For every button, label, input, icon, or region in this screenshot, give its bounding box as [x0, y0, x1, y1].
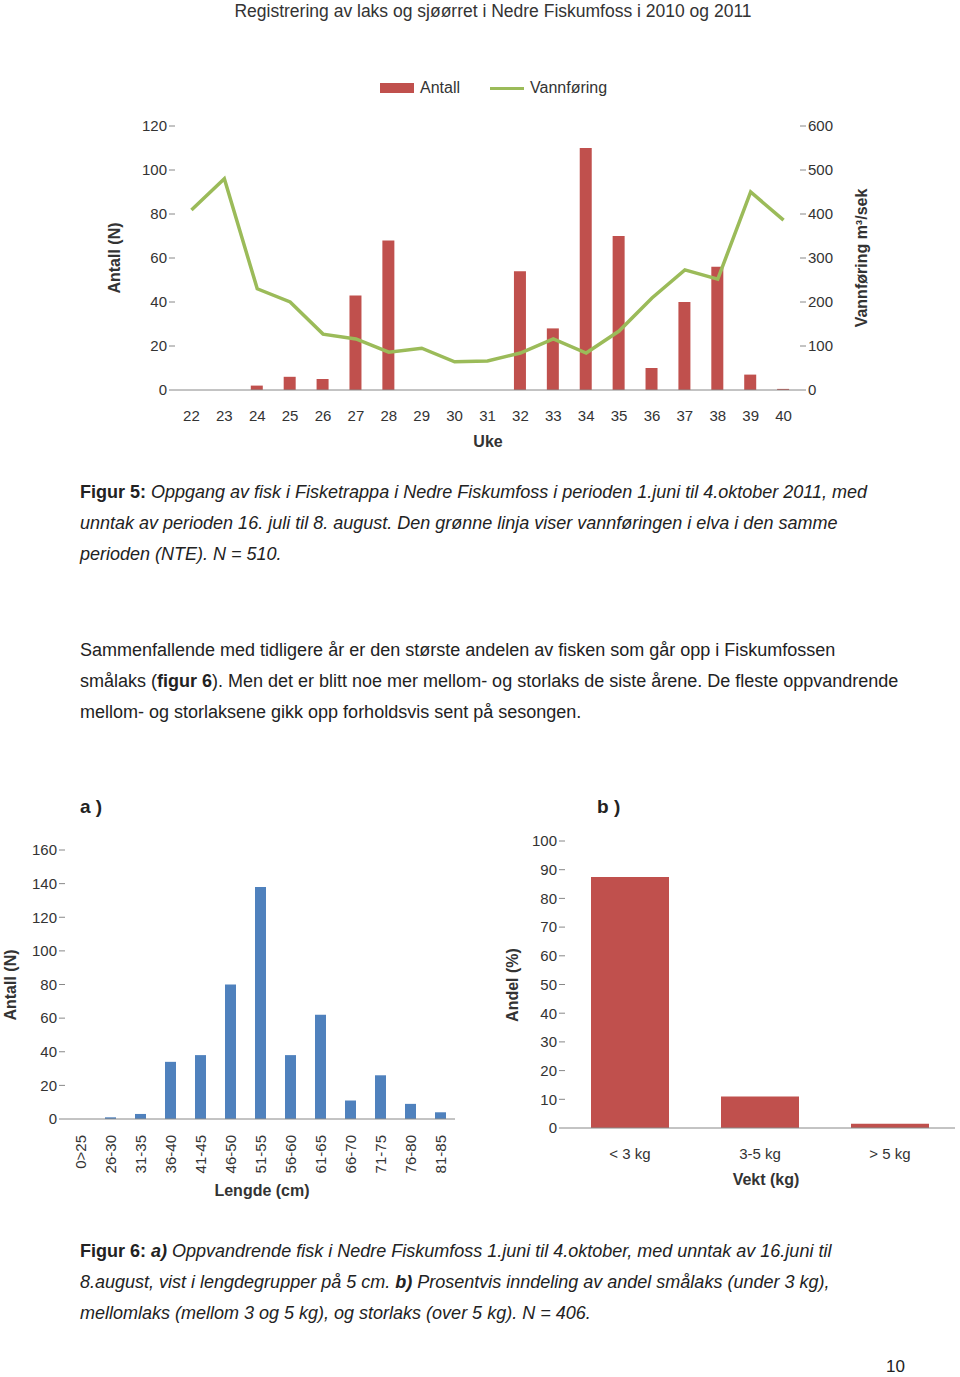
svg-text:56-60: 56-60 [282, 1135, 299, 1173]
svg-text:40: 40 [150, 293, 167, 310]
svg-text:30: 30 [446, 407, 463, 424]
svg-text:20: 20 [40, 1077, 57, 1094]
svg-text:10: 10 [540, 1091, 557, 1108]
svg-text:90: 90 [540, 861, 557, 878]
svg-text:0: 0 [808, 381, 816, 398]
html-text:Andel (%): Andel (%) [504, 948, 521, 1022]
svg-text:500: 500 [808, 161, 833, 178]
svg-text:26: 26 [315, 407, 332, 424]
svg-text:37: 37 [677, 407, 694, 424]
html-text:Figur 6: a) Oppvandrende fisk: Figur 6: a) Oppvandrende fisk i Nedre Fi… [80, 1241, 832, 1323]
svg-text:300: 300 [808, 249, 833, 266]
svg-text:60: 60 [540, 947, 557, 964]
html-text:Uke: Uke [473, 433, 503, 450]
html-text:Vannføring m³/sek: Vannføring m³/sek [853, 188, 870, 328]
html-text:Lengde (cm): Lengde (cm) [214, 1182, 310, 1199]
svg-text:20: 20 [540, 1062, 557, 1079]
svg-text:140: 140 [32, 875, 57, 892]
svg-text:> 5 kg: > 5 kg [869, 1145, 910, 1162]
html-text:Sammenfallende med tidligere å: Sammenfallende med tidligere år er den s… [80, 640, 899, 722]
svg-text:51-55: 51-55 [252, 1135, 269, 1173]
svg-text:34: 34 [578, 407, 595, 424]
html-text:Figur 5: Oppgang av fisk i Fis: Figur 5: Oppgang av fisk i Fisketrappa i… [80, 482, 867, 564]
svg-text:32: 32 [512, 407, 529, 424]
svg-text:25: 25 [282, 407, 299, 424]
svg-text:23: 23 [216, 407, 233, 424]
html-text:Vannføring: Vannføring [530, 79, 608, 96]
svg-text:76-80: 76-80 [402, 1135, 419, 1173]
svg-text:40: 40 [775, 407, 792, 424]
svg-text:36: 36 [644, 407, 661, 424]
svg-text:20: 20 [150, 337, 167, 354]
html-text:b ): b ) [597, 796, 621, 817]
svg-text:120: 120 [32, 909, 57, 926]
svg-text:81-85: 81-85 [432, 1135, 449, 1173]
svg-text:31-35: 31-35 [132, 1135, 149, 1173]
html-text:Antall (N): Antall (N) [106, 222, 123, 294]
svg-text:71-75: 71-75 [372, 1135, 389, 1173]
svg-text:40: 40 [40, 1043, 57, 1060]
svg-text:< 3 kg: < 3 kg [609, 1145, 650, 1162]
svg-text:0: 0 [49, 1110, 57, 1127]
svg-text:26-30: 26-30 [102, 1135, 119, 1173]
svg-text:28: 28 [380, 407, 397, 424]
svg-text:80: 80 [540, 890, 557, 907]
svg-text:3-5 kg: 3-5 kg [739, 1145, 781, 1162]
svg-text:29: 29 [413, 407, 430, 424]
svg-text:100: 100 [808, 337, 833, 354]
svg-text:46-50: 46-50 [222, 1135, 239, 1173]
svg-text:36-40: 36-40 [162, 1135, 179, 1173]
svg-text:80: 80 [40, 976, 57, 993]
svg-text:200: 200 [808, 293, 833, 310]
html-text:a ): a ) [80, 796, 103, 817]
svg-text:100: 100 [532, 832, 557, 849]
svg-text:60: 60 [40, 1009, 57, 1026]
html-text:Registrering av laks og sjøørr: Registrering av laks og sjøørret i Nedre… [234, 1, 752, 21]
svg-text:0>25: 0>25 [72, 1135, 89, 1169]
svg-text:160: 160 [32, 841, 57, 858]
html-text:Antall: Antall [420, 79, 460, 96]
svg-text:60: 60 [150, 249, 167, 266]
svg-text:31: 31 [479, 407, 496, 424]
svg-text:100: 100 [32, 942, 57, 959]
svg-text:24: 24 [249, 407, 266, 424]
svg-text:27: 27 [348, 407, 365, 424]
svg-text:120: 120 [142, 117, 167, 134]
svg-text:41-45: 41-45 [192, 1135, 209, 1173]
svg-text:600: 600 [808, 117, 833, 134]
svg-text:22: 22 [183, 407, 200, 424]
html-text:Vekt (kg): Vekt (kg) [732, 1171, 800, 1188]
svg-text:80: 80 [150, 205, 167, 222]
svg-text:33: 33 [545, 407, 562, 424]
svg-text:400: 400 [808, 205, 833, 222]
svg-text:70: 70 [540, 918, 557, 935]
svg-text:100: 100 [142, 161, 167, 178]
svg-text:0: 0 [549, 1119, 557, 1136]
svg-text:38: 38 [709, 407, 726, 424]
svg-text:40: 40 [540, 1005, 557, 1022]
svg-text:30: 30 [540, 1033, 557, 1050]
svg-text:39: 39 [742, 407, 759, 424]
svg-text:66-70: 66-70 [342, 1135, 359, 1173]
svg-text:35: 35 [611, 407, 628, 424]
html-text:Antall (N): Antall (N) [2, 949, 19, 1021]
svg-text:61-65: 61-65 [312, 1135, 329, 1173]
svg-text:0: 0 [159, 381, 167, 398]
html-text:10: 10 [886, 1357, 905, 1376]
svg-text:50: 50 [540, 976, 557, 993]
